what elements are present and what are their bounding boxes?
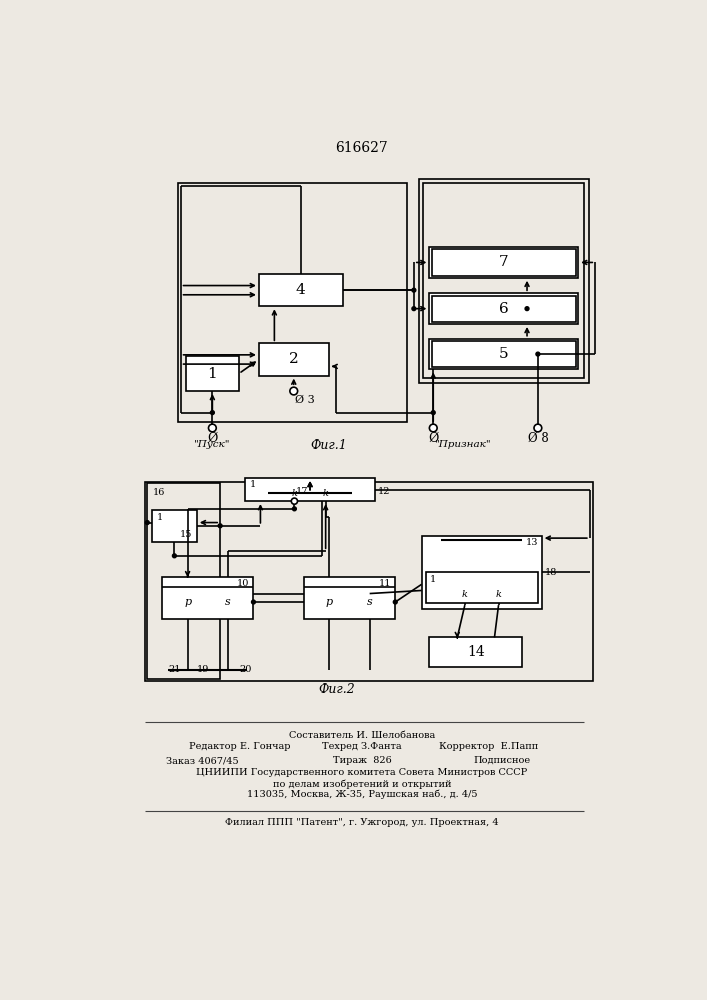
- Text: s: s: [367, 597, 373, 607]
- Text: 21: 21: [168, 665, 181, 674]
- Text: Техред З.Фанта: Техред З.Фанта: [322, 742, 402, 751]
- Text: Ø: Ø: [207, 432, 218, 445]
- Circle shape: [290, 387, 298, 395]
- Text: Фиг.2: Фиг.2: [318, 683, 355, 696]
- Text: ЦНИИПИ Государственного комитета Совета Министров СССР: ЦНИИПИ Государственного комитета Совета …: [197, 768, 527, 777]
- Text: 12: 12: [378, 487, 391, 496]
- Circle shape: [291, 498, 298, 504]
- Bar: [419, 179, 589, 383]
- Circle shape: [218, 524, 222, 528]
- Text: 5: 5: [499, 347, 508, 361]
- Circle shape: [211, 411, 214, 415]
- Text: Ø 3: Ø 3: [296, 395, 315, 405]
- Text: Фиг.1: Фиг.1: [310, 439, 347, 452]
- Bar: [245, 478, 375, 501]
- Text: k: k: [291, 489, 298, 498]
- Bar: [432, 249, 575, 276]
- Text: 20: 20: [240, 665, 252, 674]
- Bar: [304, 577, 395, 619]
- Circle shape: [146, 521, 149, 524]
- Text: 16: 16: [153, 488, 165, 497]
- Text: Заказ 4067/45: Заказ 4067/45: [166, 756, 238, 765]
- Circle shape: [252, 600, 255, 604]
- Text: Составитель И. Шелобанова: Составитель И. Шелобанова: [289, 731, 435, 740]
- Text: Филиал ППП "Патент", г. Ужгород, ул. Проектная, 4: Филиал ППП "Патент", г. Ужгород, ул. Про…: [225, 818, 498, 827]
- Circle shape: [393, 600, 397, 604]
- Text: 13: 13: [525, 538, 538, 547]
- Circle shape: [429, 424, 437, 432]
- Bar: [423, 183, 585, 378]
- Bar: [421, 536, 542, 609]
- Text: 14: 14: [467, 645, 485, 659]
- Text: 10: 10: [238, 579, 250, 588]
- Circle shape: [209, 424, 216, 432]
- Text: Подписное: Подписное: [473, 756, 530, 765]
- Bar: [432, 341, 575, 367]
- Text: Ø 8: Ø 8: [527, 432, 548, 445]
- Text: 1: 1: [430, 575, 436, 584]
- Bar: [426, 572, 538, 603]
- Text: 1: 1: [207, 367, 217, 381]
- Circle shape: [431, 411, 436, 415]
- Text: k: k: [462, 590, 468, 599]
- Text: 2: 2: [289, 352, 298, 366]
- Text: 7: 7: [499, 255, 508, 269]
- Text: Ø: Ø: [428, 432, 438, 445]
- Circle shape: [536, 352, 540, 356]
- Bar: [178, 183, 407, 422]
- Circle shape: [173, 554, 176, 558]
- Text: Корректор  Е.Папп: Корректор Е.Папп: [438, 742, 538, 751]
- Bar: [429, 293, 578, 324]
- Text: 113035, Москва, Ж-35, Раушская наб., д. 4/5: 113035, Москва, Ж-35, Раушская наб., д. …: [247, 790, 477, 799]
- Text: Тираж  826: Тираж 826: [332, 756, 392, 765]
- Bar: [429, 637, 522, 667]
- Text: 616627: 616627: [336, 141, 388, 155]
- Text: 19: 19: [197, 665, 209, 674]
- Text: 4: 4: [296, 283, 305, 297]
- Circle shape: [293, 507, 296, 511]
- Text: "Пуск": "Пуск": [194, 440, 230, 449]
- Circle shape: [525, 307, 529, 311]
- Text: 1: 1: [250, 480, 256, 489]
- Bar: [145, 482, 593, 681]
- Text: k: k: [322, 489, 329, 498]
- Text: 6: 6: [499, 302, 508, 316]
- Text: k: k: [496, 590, 501, 599]
- Text: 1: 1: [156, 513, 163, 522]
- Circle shape: [534, 424, 542, 432]
- Text: 15: 15: [180, 530, 192, 539]
- Text: р: р: [326, 597, 333, 607]
- Bar: [429, 339, 578, 369]
- Bar: [146, 483, 220, 679]
- Text: по делам изобретений и открытий: по делам изобретений и открытий: [273, 779, 451, 789]
- Bar: [162, 577, 253, 619]
- Text: 17: 17: [296, 487, 308, 496]
- Circle shape: [412, 288, 416, 292]
- Bar: [152, 510, 197, 542]
- Text: Редактор Е. Гончар: Редактор Е. Гончар: [189, 742, 291, 751]
- Text: "Признак": "Признак": [435, 440, 491, 449]
- Bar: [259, 343, 329, 376]
- Circle shape: [412, 307, 416, 311]
- Text: р: р: [184, 597, 191, 607]
- Bar: [432, 296, 575, 322]
- Bar: [259, 274, 343, 306]
- Bar: [429, 247, 578, 278]
- Text: 11: 11: [379, 579, 392, 588]
- Text: 18: 18: [545, 568, 557, 577]
- Text: s: s: [225, 597, 230, 607]
- Bar: [186, 356, 239, 391]
